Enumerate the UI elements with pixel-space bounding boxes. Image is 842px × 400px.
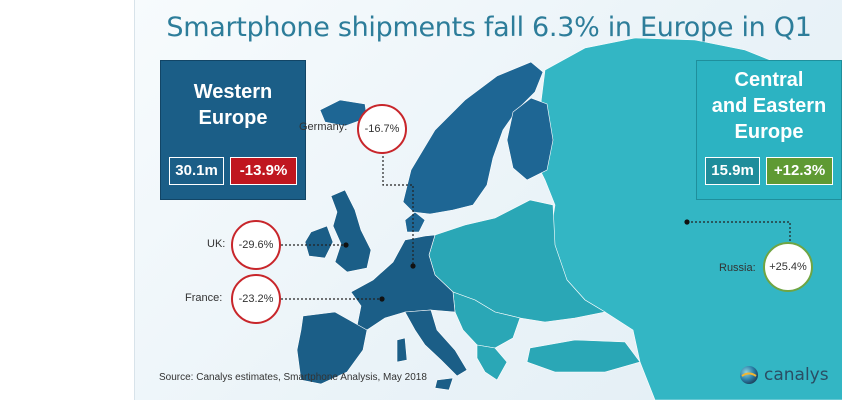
eastern-volume: 15.9m xyxy=(705,157,761,185)
infographic-title: Smartphone shipments fall 6.3% in Europe… xyxy=(166,12,812,43)
sardinia-shape xyxy=(396,337,408,363)
western-europe-box: Western Europe 30.1m -13.9% xyxy=(160,60,306,200)
russia-marker xyxy=(684,219,690,225)
western-change: -13.9% xyxy=(230,157,297,185)
russia-label: Russia: xyxy=(719,262,756,274)
western-volume: 30.1m xyxy=(169,157,225,185)
denmark-shape xyxy=(404,211,426,233)
western-name-line2: Europe xyxy=(198,107,268,129)
callout-leaders xyxy=(281,148,791,300)
infographic-card: Smartphone shipments fall 6.3% in Europe… xyxy=(134,0,842,400)
uk-marker xyxy=(343,242,349,248)
eastern-name-line1: Central xyxy=(734,69,804,91)
balkans-shape xyxy=(452,291,521,349)
france-callout: -23.2% xyxy=(231,274,281,324)
finland-shape xyxy=(506,97,554,181)
eastern-name-line2: and Eastern xyxy=(711,95,827,117)
eastern-europe-name: Central and Eastern Europe xyxy=(697,67,841,145)
eastern-stats: 15.9m +12.3% xyxy=(705,157,833,185)
source-note: Source: Canalys estimates, Smartphone An… xyxy=(159,372,427,383)
germany-label: Germany: xyxy=(299,121,348,133)
western-europe-name: Western Europe xyxy=(161,79,305,131)
eastern-europe-box: Central and Eastern Europe 15.9m +12.3% xyxy=(696,60,842,200)
iberia-shape xyxy=(296,311,368,385)
western-continent-shape xyxy=(350,234,456,331)
globe-icon xyxy=(740,366,758,384)
western-stats: 30.1m -13.9% xyxy=(169,157,297,185)
eastern-name-line3: Europe xyxy=(734,121,804,143)
france-label: France: xyxy=(185,292,223,304)
uk-shape xyxy=(330,189,372,273)
france-marker xyxy=(379,296,385,302)
callout-markers xyxy=(343,219,690,302)
uk-callout: -29.6% xyxy=(231,220,281,270)
turkey-shape xyxy=(526,339,641,373)
uk-label: UK: xyxy=(207,238,226,250)
canalys-logo: canalys xyxy=(739,365,829,385)
russia-leader xyxy=(687,221,791,242)
western-name-line1: Western xyxy=(193,81,273,103)
germany-marker xyxy=(410,263,416,269)
eastern-change: +12.3% xyxy=(766,157,833,185)
greece-shape xyxy=(476,344,508,381)
russia-callout: +25.4% xyxy=(763,242,813,292)
germany-callout: -16.7% xyxy=(357,104,407,154)
ireland-shape xyxy=(304,225,334,259)
italy-shape xyxy=(404,309,468,377)
sicily-shape xyxy=(434,377,454,391)
logo-text: canalys xyxy=(764,365,829,385)
germany-leader xyxy=(382,148,414,265)
